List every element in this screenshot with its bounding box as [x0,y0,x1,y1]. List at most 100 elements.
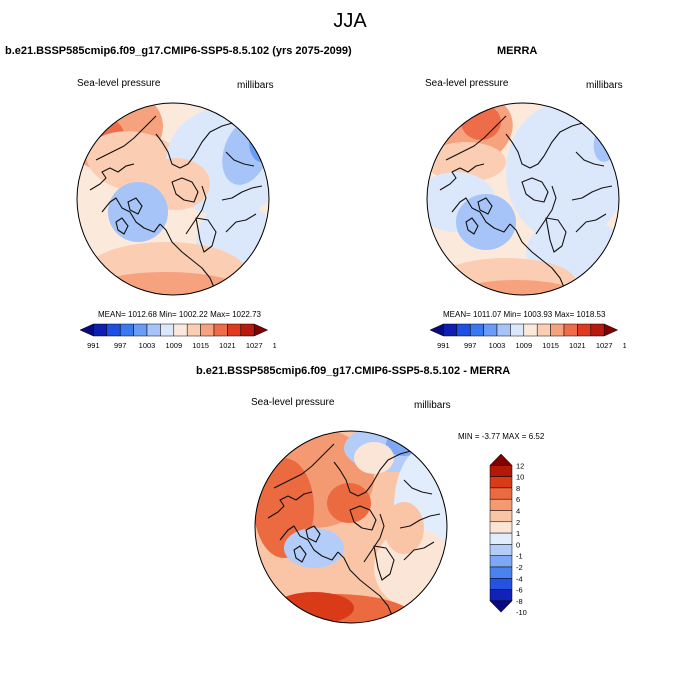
coastline [373,545,395,581]
colorbar-swatch [523,323,538,337]
colorbar-tick-label: 12 [516,461,524,470]
coastline [293,545,307,563]
panel2-title: MERRA [497,45,538,57]
colorbar-swatch [489,589,513,602]
colorbar-swatch [240,323,255,337]
colorbar-tick-label: 1033 [273,341,276,350]
panel1-variable-label: Sea-level pressure [77,78,161,89]
coastline [399,513,441,529]
coastline [477,197,493,215]
coastline [521,177,549,203]
colorbar-tick-label: 991 [87,341,100,350]
colorbar-swatch [489,521,513,534]
colorbar-swatch [489,532,513,545]
colorbar-tick-label: 1015 [192,341,209,350]
colorbar-swatch [106,323,121,337]
panel2-variable-label: Sea-level pressure [425,78,509,89]
coastline [89,163,135,191]
colorbar-tick-label: -6 [516,586,523,595]
colorbar-swatch [489,510,513,523]
coastline [171,177,199,203]
colorbar-tick-label: 1 [516,529,520,538]
coastline [465,217,479,235]
colorbar-swatch [489,555,513,568]
panel3-variable-label: Sea-level pressure [251,397,335,408]
coastline [509,223,567,293]
colorbar-swatch [79,323,94,337]
colorbar-swatch [429,323,444,337]
colorbar-swatch [146,323,161,337]
colorbar-swatch [489,498,513,511]
pressure-contour-region [108,182,168,242]
coastline [225,151,255,167]
colorbar-swatch [200,323,215,337]
pressure-contour-region [427,142,506,182]
colorbar-tick-label: 1009 [515,341,532,350]
colorbar-swatch [489,578,513,590]
coastline [115,217,129,235]
coastline [403,479,433,495]
colorbar-tick-label: 1003 [489,341,506,350]
colorbar-swatch [489,544,513,556]
panel1-units-label: millibars [237,80,274,91]
colorbar-swatch [496,323,511,337]
colorbar-tick-label: -10 [516,608,527,617]
colorbar-tick-label: 1033 [623,341,626,350]
panel2-units-label: millibars [586,80,623,91]
coastline [305,525,321,543]
colorbar-swatch [590,323,605,337]
colorbar-swatch [160,323,175,337]
panel2-polar-map [426,102,620,296]
colorbar-swatch [213,323,228,337]
colorbar-tick-label: 1027 [246,341,263,350]
pressure-contour-region [274,592,354,623]
colorbar-tick-label: 1015 [542,341,559,350]
pressure-contour-region [461,104,501,140]
colorbar-swatch [489,476,513,489]
colorbar-tick-label: 997 [114,341,127,350]
coastline [505,133,545,169]
colorbar-tick-label: -8 [516,597,523,606]
coastline [273,443,335,489]
panel1-title: b.e21.BSSP585cmip6.f09_g17.CMIP6-SSP5-8.… [5,45,352,57]
panel2-stats: MEAN= 1011.07 Min= 1003.93 Max= 1018.53 [443,310,606,319]
coastline [403,541,435,561]
coastline [185,185,207,235]
coastline [95,115,157,161]
coastline [221,185,263,201]
colorbar-tick-label: -1 [516,552,523,561]
coastline [101,197,161,233]
coastline [267,491,313,519]
colorbar-tick-label: -4 [516,574,523,583]
coastline [225,213,257,233]
colorbar-swatch [489,453,513,466]
colorbar-swatch [489,600,513,613]
pressure-contour-region [456,280,576,295]
colorbar-tick-label: 1009 [165,341,182,350]
colorbar-tick-label: 0 [516,540,520,549]
colorbar-swatch [456,323,471,337]
coastline [333,461,373,497]
colorbar-tick-label: 4 [516,507,520,516]
panel3-units-label: millibars [414,400,451,411]
coastline [571,185,613,201]
colorbar-tick-label: 1027 [596,341,613,350]
colorbar-swatch [93,323,108,337]
pressure-contour-region [284,528,344,568]
colorbar-tick-label: 1021 [569,341,586,350]
main-title: JJA [333,10,367,32]
colorbar-swatch [489,465,513,477]
map-border [426,102,620,296]
map-border [76,102,270,296]
colorbar-swatch [563,323,578,337]
colorbar-tick-label: 6 [516,495,520,504]
map-field [255,431,447,623]
colorbar-tick-label: 991 [437,341,450,350]
pressure-contour-region [384,502,424,554]
map-border [254,430,448,624]
coastline [439,163,485,191]
colorbar-swatch [119,323,134,337]
colorbar-swatch [577,323,592,337]
panel1-colorbar: 991 997 1003 1009 1015 1021 1027 1033 [79,323,276,350]
